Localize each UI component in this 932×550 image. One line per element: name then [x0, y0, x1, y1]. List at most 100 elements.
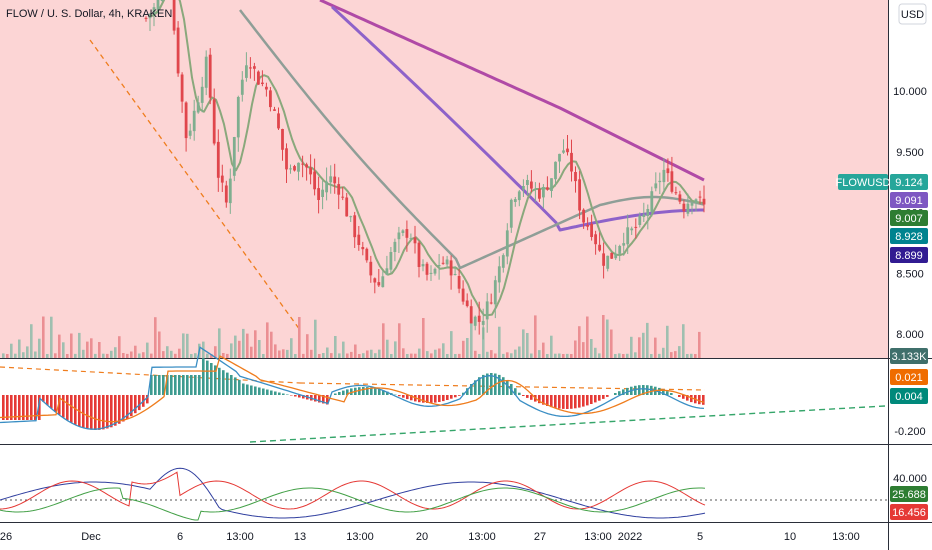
- price-tag: [890, 192, 928, 208]
- price-axis-label: 8.500: [896, 268, 924, 280]
- candle-body: [590, 223, 593, 237]
- volume-bar: [326, 347, 329, 358]
- macd-histogram-bar: [646, 385, 649, 395]
- macd-histogram-bar: [130, 395, 133, 417]
- candle-body: [156, 0, 160, 10]
- macd-histogram-bar: [474, 380, 477, 395]
- volume-bar: [674, 351, 677, 358]
- macd-histogram-bar: [426, 395, 429, 403]
- macd-histogram-bar: [62, 395, 65, 418]
- currency-button-label[interactable]: USD: [901, 9, 924, 21]
- volume-bar: [670, 352, 673, 358]
- volume-bar: [686, 354, 689, 358]
- macd-histogram-bar: [446, 395, 449, 400]
- candle-body: [329, 176, 333, 183]
- macd-histogram-bar: [374, 388, 377, 395]
- candle-body: [212, 99, 216, 144]
- volume-bar: [354, 344, 357, 358]
- macd-histogram-bar: [26, 395, 29, 420]
- ma-mid-line: [239, 9, 705, 270]
- macd-histogram-bar: [90, 395, 93, 430]
- candle-body: [582, 209, 585, 223]
- candle-body: [369, 261, 373, 276]
- time-axis-label: 13:00: [832, 531, 860, 543]
- volume-bar: [682, 324, 685, 358]
- volume-bar: [122, 353, 125, 358]
- macd-histogram-bar: [102, 395, 105, 430]
- volume-bar: [398, 323, 401, 358]
- time-axis-label: 13:00: [468, 531, 496, 543]
- volume-bar: [174, 353, 177, 358]
- volume-bar: [622, 354, 625, 358]
- macd-histogram-bar: [570, 395, 573, 409]
- macd-histogram-bar: [50, 395, 53, 409]
- macd-histogram-bar: [318, 395, 321, 403]
- macd-histogram-bar: [10, 395, 13, 420]
- macd-histogram-bar: [686, 395, 689, 401]
- candle-body: [232, 137, 236, 176]
- volume-bar: [410, 353, 413, 358]
- macd-histogram-bar: [498, 374, 501, 395]
- macd-histogram-bar: [522, 395, 525, 396]
- volume-bar: [18, 339, 21, 358]
- macd-histogram-bar: [14, 395, 17, 420]
- volume-bar: [314, 319, 317, 358]
- macd-histogram-bar: [202, 358, 205, 395]
- currency-button[interactable]: [898, 3, 927, 25]
- macd-histogram-bar: [274, 391, 277, 395]
- candle-body: [204, 56, 208, 88]
- oscillator-line: [0, 487, 706, 521]
- macd-histogram-bar: [410, 395, 413, 401]
- macd-histogram-bar: [6, 395, 9, 420]
- volume-bar: [114, 347, 117, 358]
- candle-body: [542, 187, 545, 198]
- candle-body: [686, 203, 690, 214]
- volume-bar: [26, 346, 29, 358]
- volume-bar: [266, 322, 269, 358]
- candle-body: [160, 0, 164, 1]
- oscillator-axis-label: 40.000: [893, 473, 927, 485]
- candle-body: [650, 191, 654, 212]
- volume-bar: [10, 343, 13, 358]
- candle-body: [253, 66, 256, 69]
- volume-bar: [422, 318, 425, 358]
- candle-body: [180, 74, 184, 102]
- volume-bar: [534, 315, 537, 358]
- macd-indicator: [0, 346, 886, 443]
- candle-body: [658, 180, 662, 183]
- signal-line: [0, 355, 705, 423]
- volume-bar: [14, 353, 17, 358]
- candle-body: [413, 237, 417, 244]
- volume-bar: [38, 338, 41, 358]
- candle-body: [534, 188, 537, 190]
- volume-bar: [426, 351, 429, 358]
- macd-histogram-bar: [422, 395, 425, 403]
- candle-body: [694, 199, 698, 203]
- volume-bar: [650, 354, 653, 358]
- volume-bar: [386, 339, 389, 358]
- macd-histogram-bar: [398, 395, 401, 397]
- volume-bar: [462, 340, 465, 358]
- macd-histogram-bar: [290, 395, 293, 396]
- candle-body: [638, 215, 642, 225]
- candle-body: [228, 178, 232, 204]
- macd-tag: [890, 369, 928, 385]
- macd-histogram-bar: [438, 395, 441, 402]
- price-axis-label: 10.000: [893, 86, 927, 98]
- macd-histogram-bar: [94, 395, 97, 430]
- volume-bar: [66, 354, 69, 358]
- candle-body: [224, 185, 228, 203]
- macd-histogram-bar: [698, 395, 701, 405]
- macd-histogram-bar: [450, 395, 453, 399]
- volume-bar: [302, 353, 305, 358]
- candle-body: [421, 264, 425, 267]
- macd-histogram-bar: [594, 395, 597, 403]
- candle-body: [373, 278, 377, 283]
- macd-histogram-bar: [346, 389, 349, 395]
- volume-bar: [582, 342, 585, 358]
- volume-bar: [62, 342, 65, 358]
- volume-bar: [482, 327, 485, 358]
- moving-averages: [151, 0, 705, 317]
- macd-histogram-bar: [326, 395, 329, 405]
